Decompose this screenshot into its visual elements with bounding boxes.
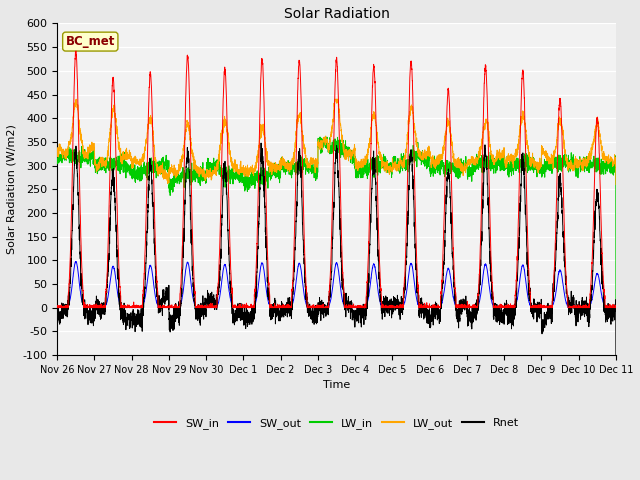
Text: BC_met: BC_met	[66, 35, 115, 48]
X-axis label: Time: Time	[323, 380, 350, 390]
Title: Solar Radiation: Solar Radiation	[284, 7, 390, 21]
Y-axis label: Solar Radiation (W/m2): Solar Radiation (W/m2)	[7, 124, 17, 254]
Legend: SW_in, SW_out, LW_in, LW_out, Rnet: SW_in, SW_out, LW_in, LW_out, Rnet	[149, 414, 524, 433]
